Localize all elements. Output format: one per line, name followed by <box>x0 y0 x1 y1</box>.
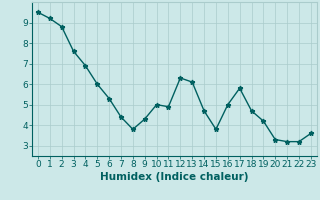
X-axis label: Humidex (Indice chaleur): Humidex (Indice chaleur) <box>100 172 249 182</box>
